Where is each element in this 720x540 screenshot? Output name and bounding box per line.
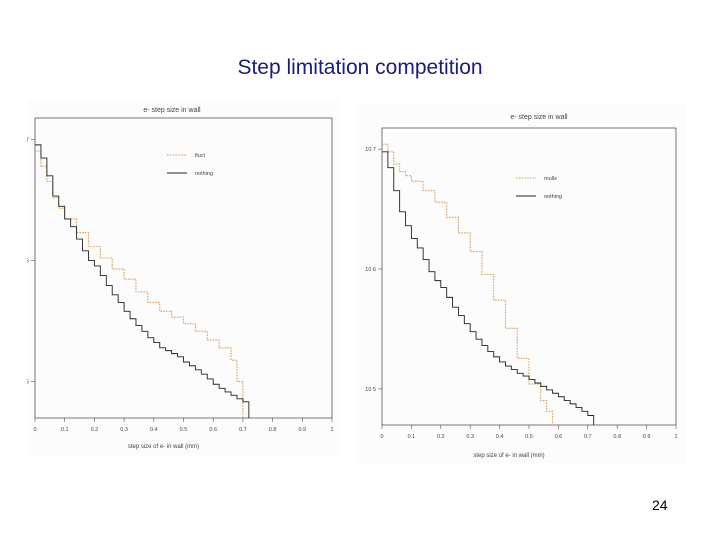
plot-frame	[381, 127, 677, 426]
series-line-fluct	[35, 150, 244, 418]
y-tick-label: 10 7	[27, 137, 29, 143]
x-tick-label: 0.9	[643, 434, 651, 440]
chart-panel-left: e- step size in wall 0 0.1 0.2 0.3 0.4 0.5 0.6 0…	[18, 100, 339, 455]
chart-right-svg: e- step size in wall 0 0.1 0.2 0.3 0.4 0.5 0.6 0…	[365, 114, 677, 459]
x-tick-label: 0	[33, 427, 36, 433]
x-tick-label: 1	[330, 427, 333, 433]
x-tick-label: 0.4	[150, 427, 158, 433]
legend-label: nothing	[195, 171, 213, 177]
x-tick-label: 0	[380, 434, 383, 440]
x-tick-label: 0.5	[525, 434, 533, 440]
y-tick-label: 10 6	[365, 267, 376, 273]
x-tick-label: 0.7	[239, 427, 247, 433]
series-line-mulls	[382, 143, 554, 425]
legend-label: nothing	[544, 194, 562, 200]
legend-label: fluct	[195, 153, 206, 159]
x-tick-label: 0.5	[180, 427, 188, 433]
x-tick-label: 0.9	[298, 427, 306, 433]
y-tick-label: 10 5	[365, 387, 376, 393]
x-tick-label: 0.1	[61, 427, 69, 433]
page-number: 24	[652, 497, 668, 513]
y-tick-label: 10 7	[365, 147, 376, 153]
x-tick-label: 1	[674, 434, 677, 440]
chart-title: e- step size in wall	[143, 107, 201, 114]
legend-label: mulls	[544, 176, 557, 182]
x-tick-label: 0.3	[120, 427, 128, 433]
x-tick-label: 0.4	[496, 434, 504, 440]
x-axis-label: step size of e- in wall (mm)	[473, 453, 544, 459]
x-tick-label: 0.1	[408, 434, 416, 440]
x-axis-label: step size of e- in wall (mm)	[128, 444, 199, 450]
chart-title: e- step size in wall	[510, 114, 568, 121]
series-line-nothing	[382, 151, 595, 425]
y-tick-label: 10 6	[27, 258, 29, 264]
x-tick-label: 0.6	[555, 434, 563, 440]
x-tick-label: 0.8	[269, 427, 277, 433]
plot-frame	[34, 117, 333, 419]
chart-left-svg: e- step size in wall 0 0.1 0.2 0.3 0.4 0.5 0.6 0…	[18, 107, 333, 450]
x-tick-label: 0.6	[209, 427, 217, 433]
x-tick-label: 0.2	[437, 434, 445, 440]
series-line-nothing	[35, 144, 250, 418]
y-tick-label: 10 5	[27, 380, 29, 386]
x-tick-label: 0.2	[91, 427, 99, 433]
x-tick-label: 0.7	[584, 434, 592, 440]
x-tick-label: 0.8	[613, 434, 621, 440]
chart-panel-right: e- step size in wall 0 0.1 0.2 0.3 0.4 0.5 0.6 0…	[356, 103, 686, 463]
slide-title: Step limitation competition	[237, 56, 483, 79]
x-tick-label: 0.3	[466, 434, 474, 440]
